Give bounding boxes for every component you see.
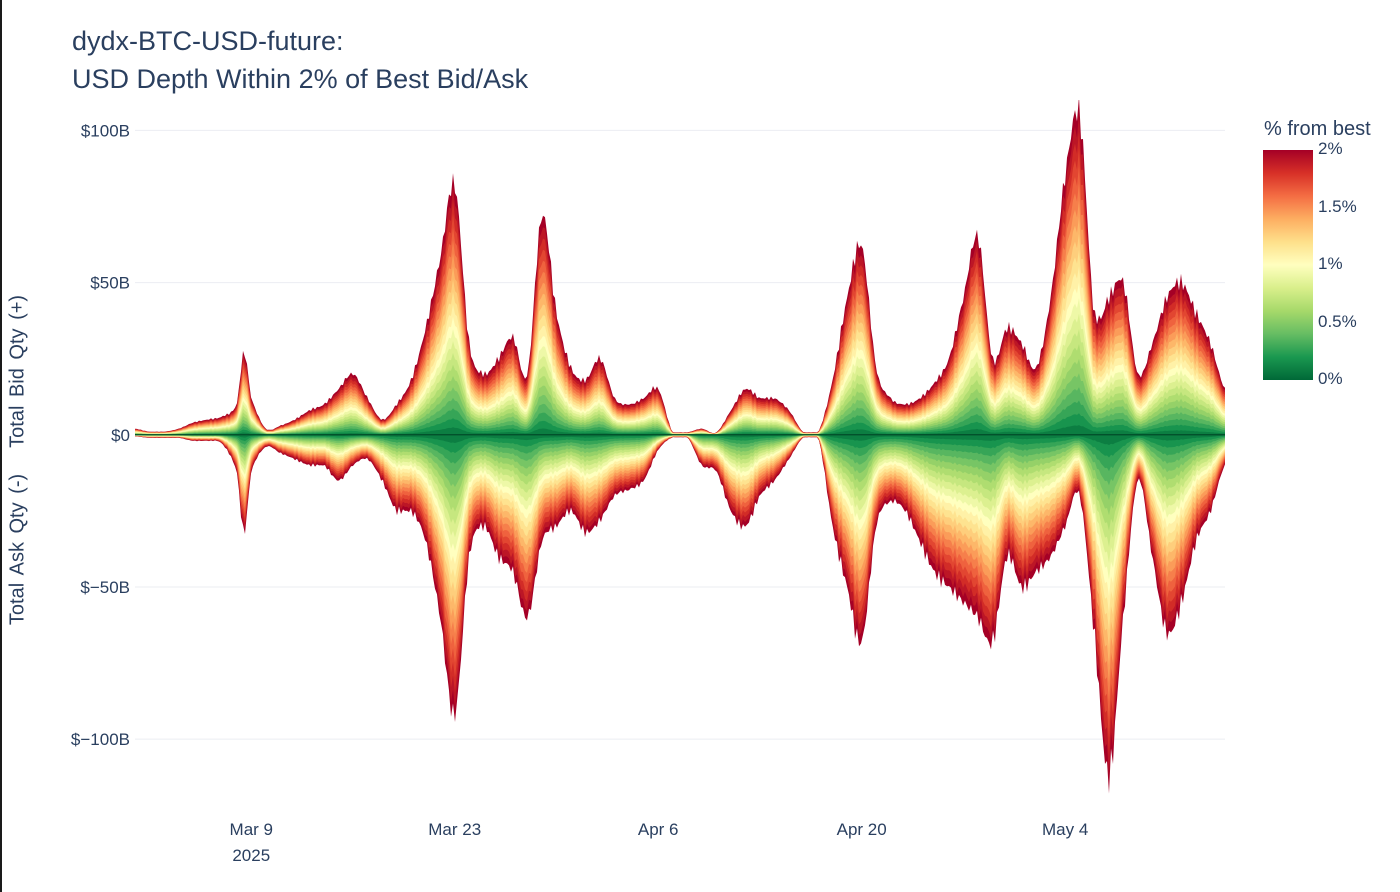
x-tick-label: Mar 23 [428,820,481,839]
ask-depth-band[interactable] [135,434,1225,458]
colorbar-gradient [1263,150,1313,380]
x-tick-label: Apr 20 [837,820,887,839]
x-tick-year-label: 2025 [232,846,270,865]
bid-depth-band[interactable] [135,165,1225,435]
bid-depth-band[interactable] [135,113,1225,435]
bid-depth-band[interactable] [135,249,1225,435]
bid-depth-band[interactable] [135,329,1225,435]
bid-depth-band[interactable] [135,358,1225,435]
x-axis-ticks: Mar 9 2025 Mar 23 Apr 6 Apr 20 May 4 [230,820,1089,865]
colorbar-tick-label: 0.5% [1318,311,1357,331]
bid-depth-band[interactable] [135,387,1225,435]
bid-depth-band[interactable] [135,200,1225,435]
colorbar-tick-label: 0% [1318,369,1343,388]
y-tick-label: $50B [90,274,130,293]
depth-areas[interactable] [135,96,1225,794]
bid-depth-band[interactable] [135,96,1225,435]
x-tick-label: Mar 9 [230,820,273,839]
bid-depth-band[interactable] [135,266,1225,435]
bid-depth-band[interactable] [135,216,1225,435]
chart-title-line1: dydx-BTC-USD-future: [72,26,344,56]
colorbar-tick-label: 1.5% [1318,196,1357,216]
bid-depth-band[interactable] [135,344,1225,435]
bid-depth-band[interactable] [135,148,1225,435]
bid-depth-band[interactable] [135,183,1225,435]
colorbar-tick-label: 1% [1318,254,1343,273]
bid-depth-band[interactable] [135,413,1225,435]
y-tick-label: $100B [81,121,130,140]
x-tick-label: May 4 [1042,820,1088,839]
ask-depth-band[interactable] [135,434,1225,445]
bid-depth-band[interactable] [135,282,1225,435]
y-axis-ticks: $100B $50B $0 $−50B $−100B [71,121,130,749]
colorbar-tick-label: 2% [1318,139,1343,158]
y-tick-label: $0 [111,426,130,445]
x-tick-label: Apr 6 [638,820,679,839]
y-tick-label: $−100B [71,730,130,749]
colorbar-title: % from best [1264,118,1371,140]
y-tick-label: $−50B [80,578,130,597]
chart-title-line2: USD Depth Within 2% of Best Bid/Ask [72,64,529,94]
bid-depth-band[interactable] [135,400,1225,435]
window-edge [0,0,2,892]
bid-depth-band[interactable] [135,313,1225,435]
bid-depth-band[interactable] [135,233,1225,435]
bid-depth-band[interactable] [135,298,1225,435]
bid-depth-band[interactable] [135,131,1225,435]
bid-depth-band[interactable] [135,425,1225,435]
bid-depth-band[interactable] [135,373,1225,435]
chart-title: dydx-BTC-USD-future: USD Depth Within 2%… [72,22,528,98]
